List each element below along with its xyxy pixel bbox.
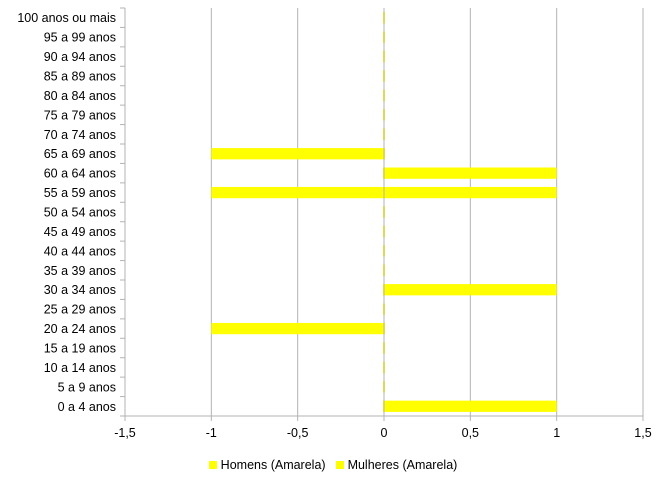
y-tick-label: 30 a 34 anos <box>44 283 116 297</box>
y-tick-label: 75 a 79 anos <box>44 108 116 122</box>
bar-mulheres <box>384 400 557 412</box>
x-tick-labels: -1,5 -1 -0,5 0 0,5 1 1,5 <box>114 426 652 440</box>
y-tick-label: 10 a 14 anos <box>44 361 116 375</box>
bar-homens <box>211 322 384 335</box>
axes <box>120 7 643 417</box>
y-tick-label: 90 a 94 anos <box>44 50 116 64</box>
x-tick-label: -1,5 <box>114 426 136 440</box>
x-tick-label: -0,5 <box>287 426 309 440</box>
bar-homens <box>211 148 384 160</box>
y-tick-label: 40 a 44 anos <box>44 244 116 258</box>
legend-swatch-homens <box>208 461 217 469</box>
y-tick-label: 45 a 49 anos <box>44 225 116 239</box>
bar-homens <box>211 186 384 199</box>
y-tick-label: 15 a 19 anos <box>44 342 116 356</box>
legend-label-mulheres: Mulheres (Amarela) <box>347 458 458 472</box>
x-tick-label: -1 <box>206 426 217 440</box>
x-tick-label: 1,5 <box>634 426 651 440</box>
y-tick-label: 5 a 9 anos <box>58 380 116 394</box>
y-tick-label: 85 a 89 anos <box>44 70 116 84</box>
y-tick-label: 70 a 74 anos <box>44 128 116 142</box>
legend-label-homens: Homens (Amarela) <box>220 458 326 472</box>
bar-mulheres <box>384 167 557 179</box>
y-tick-label: 100 anos ou mais <box>17 11 116 25</box>
y-tick-label: 80 a 84 anos <box>44 89 116 103</box>
bar-mulheres <box>384 284 557 296</box>
y-tick-label: 60 a 64 anos <box>44 167 116 181</box>
y-tick-label: 0 a 4 anos <box>58 400 116 414</box>
x-tick-label: 0,5 <box>462 426 479 440</box>
legend: Homens (Amarela) Mulheres (Amarela) <box>0 458 666 472</box>
legend-item-mulheres: Mulheres (Amarela) <box>335 458 458 472</box>
bar-mulheres <box>384 186 557 199</box>
y-tick-label: 50 a 54 anos <box>44 206 116 220</box>
y-tick-label: 65 a 69 anos <box>44 147 116 161</box>
x-tick-label: 1 <box>553 426 560 440</box>
y-tick-label: 35 a 39 anos <box>44 264 116 278</box>
legend-item-homens: Homens (Amarela) <box>208 458 326 472</box>
y-tick-label: 25 a 29 anos <box>44 303 116 317</box>
y-tick-label: 55 a 59 anos <box>44 186 116 200</box>
legend-swatch-mulheres <box>335 461 344 469</box>
y-tick-labels: 0 a 4 anos 5 a 9 anos 10 a 14 anos 15 a 19 … <box>17 11 116 414</box>
y-tick-label: 95 a 99 anos <box>44 31 116 45</box>
y-tick-label: 20 a 24 anos <box>44 322 116 336</box>
x-tick-label: 0 <box>381 426 388 440</box>
